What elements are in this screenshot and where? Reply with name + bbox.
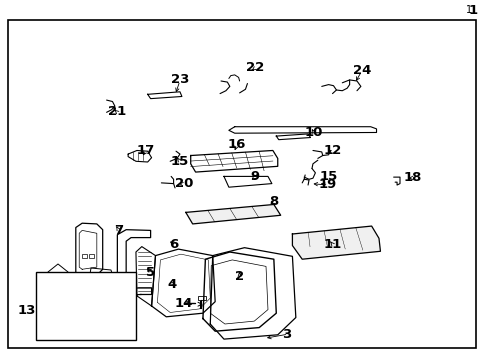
Text: 8: 8: [269, 195, 278, 208]
Text: 15: 15: [170, 155, 189, 168]
Bar: [197, 296, 205, 300]
Bar: [81, 254, 86, 258]
Text: 13: 13: [18, 304, 36, 317]
Bar: [89, 254, 94, 258]
Polygon shape: [185, 204, 280, 224]
Bar: [36, 272, 136, 340]
Text: 2: 2: [235, 270, 244, 283]
Text: 7: 7: [114, 224, 122, 237]
Text: 19: 19: [318, 178, 337, 191]
Text: 20: 20: [174, 177, 193, 190]
Text: 10: 10: [304, 126, 323, 139]
Text: 23: 23: [170, 73, 189, 86]
Text: 14: 14: [174, 297, 193, 310]
Text: 11: 11: [323, 238, 341, 251]
Text: 4: 4: [167, 278, 176, 291]
Text: 6: 6: [169, 238, 178, 251]
Text: 17: 17: [136, 144, 155, 157]
Text: 15: 15: [319, 170, 337, 183]
Text: 22: 22: [245, 61, 264, 74]
Text: 5: 5: [146, 266, 155, 279]
Text: 3: 3: [282, 328, 291, 341]
Text: 1: 1: [465, 5, 471, 15]
Text: 1: 1: [468, 4, 477, 17]
Text: 21: 21: [108, 105, 126, 118]
Text: 16: 16: [227, 138, 245, 151]
Text: 9: 9: [250, 170, 259, 183]
Text: 24: 24: [352, 64, 370, 77]
Polygon shape: [292, 226, 380, 259]
Text: 12: 12: [323, 144, 342, 157]
Text: 18: 18: [403, 171, 422, 184]
